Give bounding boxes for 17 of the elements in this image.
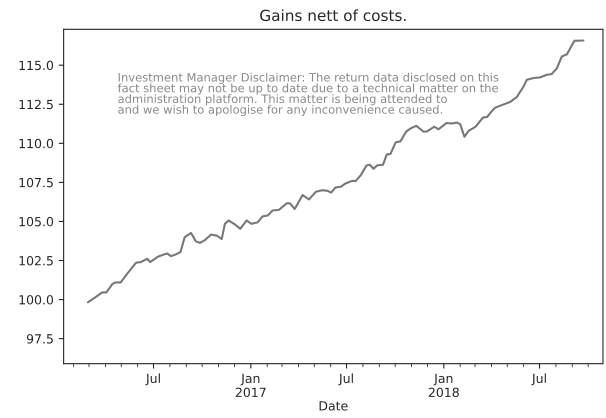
x-tick-label: Jul <box>531 373 546 386</box>
chart-title: Gains nett of costs. <box>260 9 406 22</box>
x-tick-label: Jan 2017 <box>236 374 266 398</box>
y-tick-label: 110.0 <box>19 138 54 148</box>
y-tick-label: 100.0 <box>19 295 54 305</box>
y-tick-label: 102.5 <box>19 256 53 266</box>
x-tick-label: Jan 2018 <box>428 374 459 398</box>
y-tick-label: 105.0 <box>19 216 54 226</box>
y-tick-label: 115.0 <box>19 60 54 70</box>
x-axis-title: Date <box>320 401 348 411</box>
x-tick-label: Jul <box>338 373 353 386</box>
y-tick-label: 107.5 <box>19 178 53 188</box>
x-tick-label: Jul <box>145 373 160 386</box>
y-tick-label: 112.5 <box>19 100 53 110</box>
line-series <box>86 39 584 304</box>
annotation: Investment Manager Disclaimer: The return data disclosed on this fact sheet may not be up to date due to a technical matter on the administration platform. This matter is being attended to and we wish to apologise for any inconvenience caused. <box>118 72 498 116</box>
y-tick-label: 97.5 <box>26 334 53 344</box>
